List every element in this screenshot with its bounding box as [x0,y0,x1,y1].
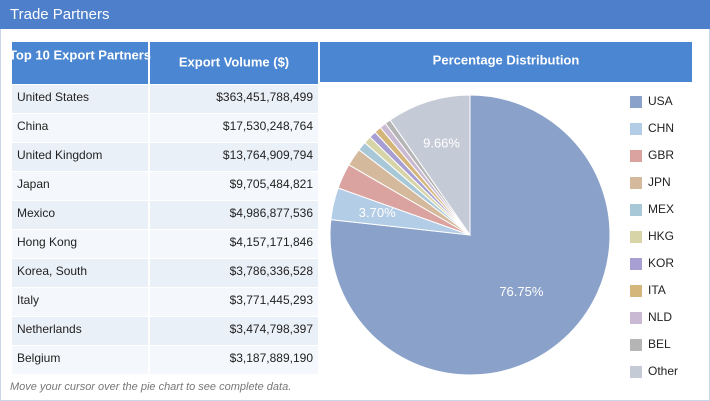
table-row [12,85,318,113]
column-header: Export Volume ($) [179,54,289,69]
table-row [12,201,318,229]
country-cell: Belgium [17,351,60,365]
legend-swatch [630,231,642,243]
legend-label: JPN [648,175,671,189]
country-cell: United Kingdom [17,148,102,162]
note: Move your cursor over the pie chart to s… [10,381,291,393]
legend-swatch [630,123,642,135]
volume-cell: $3,786,336,528 [230,264,314,278]
country-cell: Hong Kong [17,235,77,249]
volume-cell: $3,474,798,397 [230,322,314,336]
table-row [12,288,318,316]
volume-cell: $9,705,484,821 [230,177,314,191]
chart-header [320,42,692,82]
legend-swatch [630,258,642,270]
country-cell: United States [17,90,89,104]
country-cell: Italy [17,293,39,307]
legend-label: GBR [648,148,674,162]
slice-label: 76.75% [499,284,544,299]
legend-swatch [630,285,642,297]
header-bar [0,0,710,29]
legend-swatch [630,312,642,324]
column-header: Top 10 Export Partners [9,47,151,62]
legend-label: MEX [648,202,674,216]
slice-label: 3.70% [359,205,396,220]
legend-swatch [630,177,642,189]
table-row [12,346,318,374]
volume-cell: $13,764,909,794 [223,148,313,162]
table-header [12,42,148,84]
country-cell: Japan [17,177,50,191]
chart-title: Percentage Distribution [433,52,580,67]
legend-label: NLD [648,310,672,324]
volume-cell: $3,187,889,190 [230,351,314,365]
pie-slice [389,94,471,237]
country-cell: China [17,119,49,133]
table-row [12,317,318,345]
legend-label: HKG [648,229,674,243]
legend-label: BEL [648,337,671,351]
legend-label: ITA [648,283,666,297]
country-cell: Korea, South [17,264,87,278]
volume-cell: $17,530,248,764 [223,119,313,133]
legend-label: KOR [648,256,674,270]
country-cell: Mexico [17,206,55,220]
legend-swatch [630,339,642,351]
table-row [12,143,318,171]
table-row [12,114,318,142]
slice-label: 9.66% [423,136,460,151]
volume-cell: $3,771,445,293 [230,293,314,307]
table-row [12,172,318,200]
table-row [12,230,318,258]
country-cell: Netherlands [17,322,82,336]
volume-cell: $4,157,171,846 [230,235,314,249]
legend-label: Other [648,364,678,378]
legend-swatch [630,366,642,378]
table-row [12,259,318,287]
legend-swatch [630,150,642,162]
legend-swatch [630,96,642,108]
table-header [150,42,318,84]
legend-swatch [630,204,642,216]
volume-cell: $363,451,788,499 [216,90,313,104]
header-title: Trade Partners [10,6,110,23]
volume-cell: $4,986,877,536 [230,206,314,220]
legend-label: USA [648,94,673,108]
legend-label: CHN [648,121,674,135]
